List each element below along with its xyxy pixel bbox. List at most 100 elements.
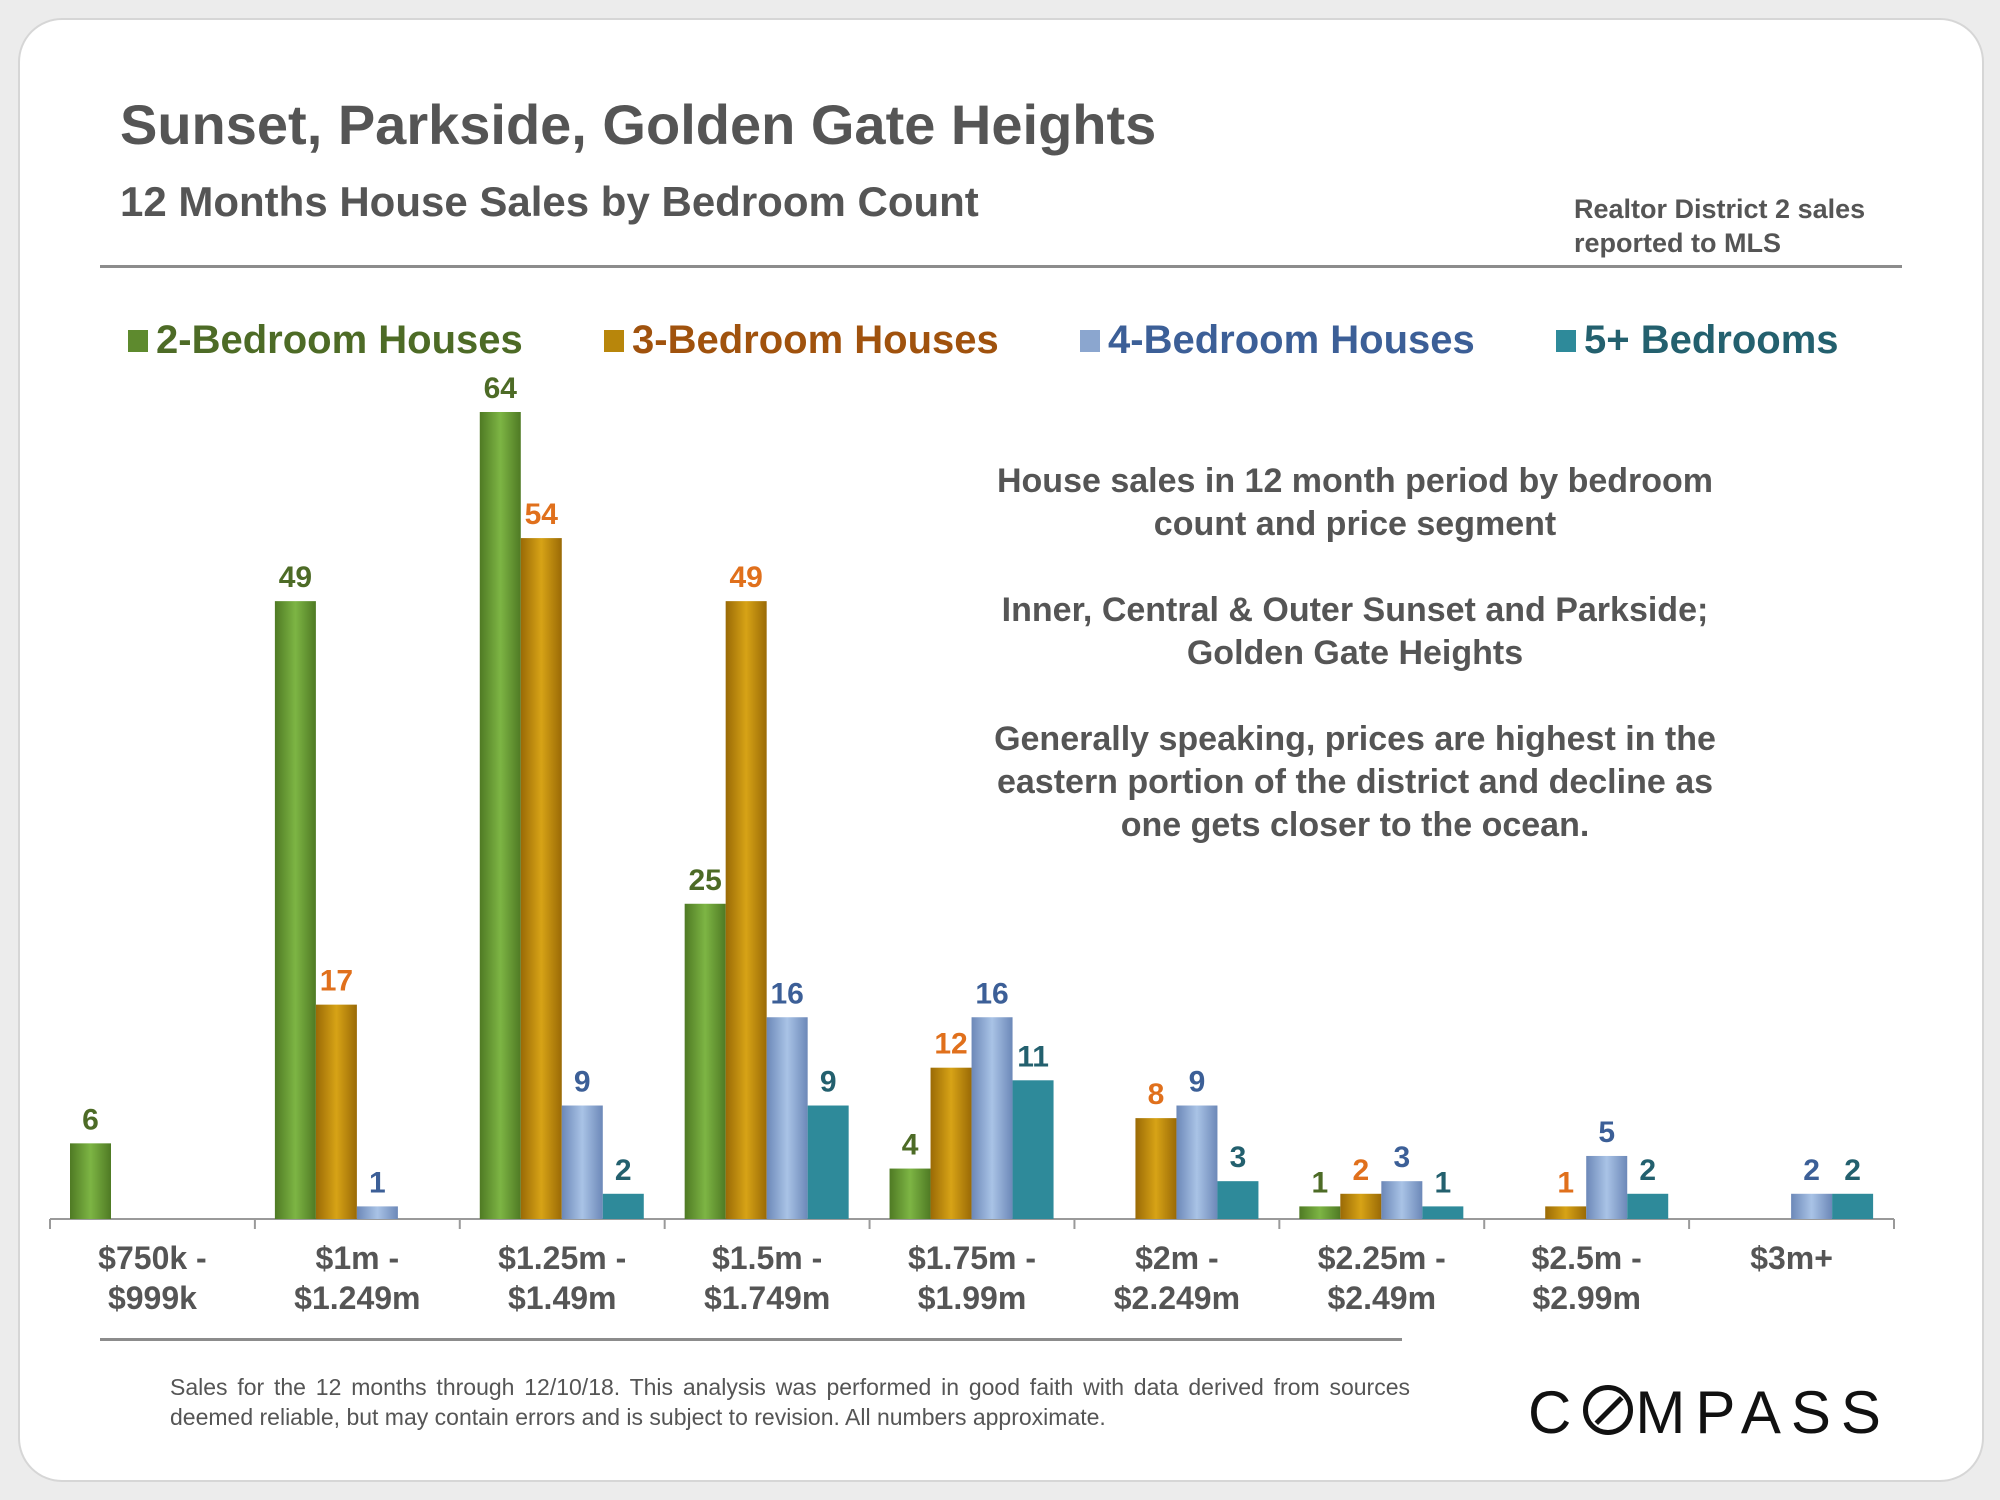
x-tick-label: $2.25m -	[1318, 1240, 1446, 1276]
bar-2-7	[1586, 1155, 1628, 1219]
bar-2-5	[1176, 1105, 1218, 1219]
data-label-2-2: 9	[574, 1066, 591, 1099]
bar-3-7	[1627, 1193, 1669, 1219]
x-tick-label: $1.75m -	[908, 1240, 1036, 1276]
source-note: Realtor District 2 sales reported to MLS	[1574, 192, 1904, 260]
slide-card	[18, 18, 1984, 1482]
data-label-3-8: 2	[1844, 1154, 1861, 1187]
bar-0-6	[1299, 1206, 1341, 1219]
x-tick-label: $2m -	[1135, 1240, 1219, 1276]
legend-swatch-4br	[1080, 329, 1100, 352]
data-label-3-3: 9	[820, 1066, 837, 1099]
x-tick-label: $2.99m	[1532, 1280, 1641, 1316]
x-tick-label: $1m -	[316, 1240, 400, 1276]
data-label-1-1: 17	[320, 965, 353, 998]
x-tick-label: $1.749m	[704, 1280, 830, 1316]
legend-item-2br: 2-Bedroom Houses	[128, 318, 523, 363]
legend-swatch-5br	[1556, 329, 1576, 352]
bar-1-4	[930, 1067, 972, 1219]
x-tick-label: $1.5m -	[712, 1240, 822, 1276]
bar-2-1	[356, 1206, 398, 1219]
data-label-3-5: 3	[1230, 1141, 1247, 1174]
data-label-2-1: 1	[369, 1166, 386, 1199]
x-tick-label: $750k -	[98, 1240, 207, 1276]
bar-3-4	[1012, 1080, 1054, 1219]
data-label-0-1: 49	[279, 561, 312, 594]
legend-label-2br: 2-Bedroom Houses	[156, 318, 523, 362]
bar-2-3	[766, 1017, 808, 1219]
data-label-0-0: 6	[82, 1103, 99, 1136]
annotation-para-2: Inner, Central & Outer Sunset and Parksi…	[1001, 591, 1709, 672]
data-label-0-6: 1	[1311, 1166, 1328, 1199]
data-label-2-7: 5	[1598, 1116, 1615, 1149]
bar-1-1	[315, 1004, 357, 1219]
annotation-para-1: House sales in 12 month period by bedroo…	[996, 462, 1714, 543]
data-label-2-4: 16	[975, 977, 1008, 1010]
data-label-2-5: 9	[1189, 1066, 1206, 1099]
legend-item-5br: 5+ Bedrooms	[1556, 318, 1839, 363]
bar-2-8	[1791, 1193, 1833, 1219]
bar-3-3	[807, 1105, 849, 1219]
bar-0-1	[274, 601, 316, 1219]
bar-3-6	[1422, 1206, 1464, 1219]
data-label-1-3: 49	[729, 561, 762, 594]
legend-label-5br: 5+ Bedrooms	[1584, 318, 1839, 362]
data-label-2-6: 3	[1393, 1141, 1410, 1174]
data-label-2-3: 16	[770, 977, 803, 1010]
x-tick-label: $2.5m -	[1532, 1240, 1642, 1276]
data-label-0-2: 64	[484, 372, 518, 405]
bar-0-4	[889, 1168, 931, 1219]
data-label-3-6: 1	[1434, 1166, 1451, 1199]
data-label-1-7: 1	[1557, 1166, 1574, 1199]
bar-0-2	[479, 412, 521, 1219]
bar-1-7	[1545, 1206, 1587, 1219]
x-tick-label: $1.25m -	[498, 1240, 626, 1276]
logo-text-mpass: MPASS	[1635, 1379, 1891, 1446]
data-label-1-2: 54	[525, 498, 559, 531]
x-tick-label: $1.49m	[508, 1280, 617, 1316]
x-tick-label: $2.249m	[1114, 1280, 1240, 1316]
bar-3-5	[1217, 1181, 1259, 1219]
annotation-para-3: Generally speaking, prices are highest i…	[994, 720, 1716, 844]
page-subtitle: 12 Months House Sales by Bedroom Count	[120, 178, 979, 225]
bar-2-6	[1381, 1181, 1423, 1219]
x-tick-label: $3m+	[1750, 1240, 1833, 1276]
x-tick-label: $999k	[108, 1280, 197, 1316]
source-line-1: Realtor District 2 sales	[1574, 194, 1866, 224]
legend-item-4br: 4-Bedroom Houses	[1080, 318, 1475, 363]
bar-1-3	[725, 601, 767, 1219]
chart-annotation: House sales in 12 month period by bedroo…	[980, 460, 1730, 890]
header-divider	[100, 265, 1902, 268]
data-label-2-8: 2	[1803, 1154, 1820, 1187]
compass-logo: C MPASS	[1528, 1378, 1891, 1447]
data-label-0-4: 4	[902, 1129, 919, 1162]
data-label-0-3: 25	[688, 864, 721, 897]
bar-3-8	[1832, 1193, 1874, 1219]
data-label-1-4: 12	[934, 1028, 967, 1061]
bar-1-5	[1135, 1118, 1177, 1219]
bar-0-0	[70, 1143, 111, 1219]
x-tick-label: $1.99m	[918, 1280, 1027, 1316]
bar-1-2	[520, 538, 562, 1219]
logo-text-c: C	[1528, 1379, 1582, 1446]
x-tick-label: $1.249m	[294, 1280, 420, 1316]
bar-1-6	[1340, 1193, 1382, 1219]
data-label-1-6: 2	[1352, 1154, 1369, 1187]
data-label-3-2: 2	[615, 1154, 632, 1187]
legend-swatch-2br	[128, 329, 148, 352]
data-label-1-5: 8	[1148, 1078, 1165, 1111]
page-title: Sunset, Parkside, Golden Gate Heights	[120, 93, 1157, 156]
legend-label-3br: 3-Bedroom Houses	[632, 318, 999, 362]
data-label-3-7: 2	[1639, 1154, 1656, 1187]
legend-item-3br: 3-Bedroom Houses	[604, 318, 999, 363]
footer-divider	[100, 1338, 1402, 1341]
logo-o-icon	[1583, 1385, 1634, 1435]
data-label-3-4: 11	[1017, 1040, 1049, 1073]
legend-swatch-3br	[604, 329, 624, 352]
bar-3-2	[602, 1193, 644, 1219]
legend-label-4br: 4-Bedroom Houses	[1108, 318, 1475, 362]
footnote: Sales for the 12 months through 12/10/18…	[170, 1374, 1410, 1430]
bar-2-2	[561, 1105, 603, 1219]
x-tick-label: $2.49m	[1328, 1280, 1437, 1316]
